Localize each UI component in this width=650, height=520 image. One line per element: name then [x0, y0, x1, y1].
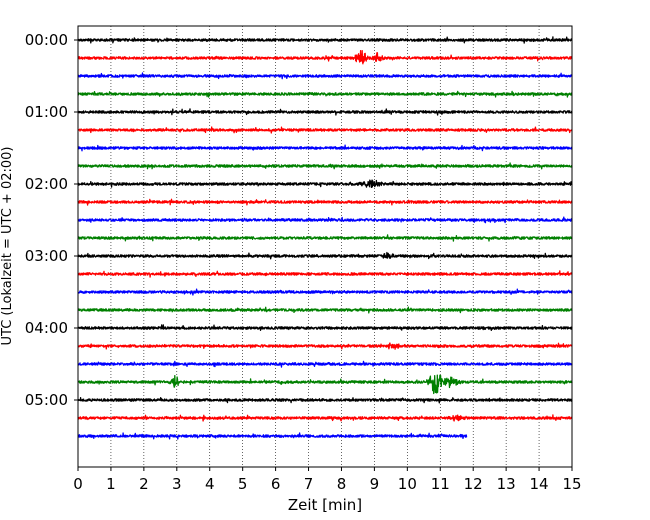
- x-tick-label: 12: [464, 475, 483, 493]
- y-axis-title: UTC (Lokalzeit = UTC + 02:00): [0, 147, 15, 346]
- y-tick-label: 01:00: [25, 103, 68, 121]
- x-axis-title: Zeit [min]: [288, 496, 362, 514]
- x-tick-label: 5: [238, 475, 248, 493]
- seismogram-trace: [77, 90, 573, 98]
- plot-frame: [77, 25, 573, 468]
- x-tick-label: 10: [398, 475, 417, 493]
- seismogram-trace: [77, 306, 573, 314]
- seismogram-trace: [77, 342, 573, 350]
- y-tick-label: 05:00: [25, 391, 68, 409]
- seismogram-trace: [77, 49, 573, 65]
- seismogram-trace: [77, 126, 573, 134]
- seismogram-trace: [77, 216, 573, 224]
- x-tick-label: 8: [337, 475, 347, 493]
- seismogram-trace: [77, 360, 573, 368]
- x-axis-ticks: 0 1 2 3 4 5 6 7 8 9 10 11 12 13 14 15: [73, 467, 582, 493]
- seismogram-trace: [77, 234, 573, 242]
- seismogram-trace: [77, 72, 573, 80]
- x-tick-label: 0: [73, 475, 83, 493]
- x-tick-label: 11: [431, 475, 450, 493]
- y-tick-label: 04:00: [25, 319, 68, 337]
- y-axis-ticks: 00:00 01:00 02:00 03:00 04:00 05:00: [25, 31, 78, 409]
- seismogram-trace: [77, 198, 573, 206]
- x-tick-label: 7: [304, 475, 314, 493]
- x-tick-label: 1: [106, 475, 116, 493]
- seismogram-trace: [77, 251, 573, 260]
- x-tick-label: 6: [271, 475, 281, 493]
- seismogram-trace: [77, 144, 573, 152]
- seismogram-trace: [77, 324, 573, 332]
- seismogram-trace: [77, 374, 573, 395]
- seismogram-trace: [77, 162, 573, 170]
- x-tick-label: 15: [562, 475, 581, 493]
- x-tick-label: 3: [172, 475, 182, 493]
- x-tick-label: 14: [530, 475, 549, 493]
- seismogram-trace: [77, 414, 573, 422]
- seismogram-trace: [77, 108, 573, 116]
- y-tick-label: 03:00: [25, 247, 68, 265]
- seismogram-trace: [77, 432, 468, 440]
- y-tick-label: 00:00: [25, 31, 68, 49]
- seismogram-trace: [77, 179, 573, 189]
- seismogram-trace: [77, 396, 573, 404]
- y-tick-label: 02:00: [25, 175, 68, 193]
- seismogram-trace: [77, 288, 573, 296]
- seismogram-trace: [77, 36, 573, 44]
- x-tick-label: 9: [370, 475, 380, 493]
- seismogram-trace: [77, 270, 573, 278]
- x-tick-label: 2: [139, 475, 149, 493]
- x-tick-label: 13: [497, 475, 516, 493]
- x-tick-label: 4: [205, 475, 215, 493]
- seismogram-traces: [77, 36, 573, 440]
